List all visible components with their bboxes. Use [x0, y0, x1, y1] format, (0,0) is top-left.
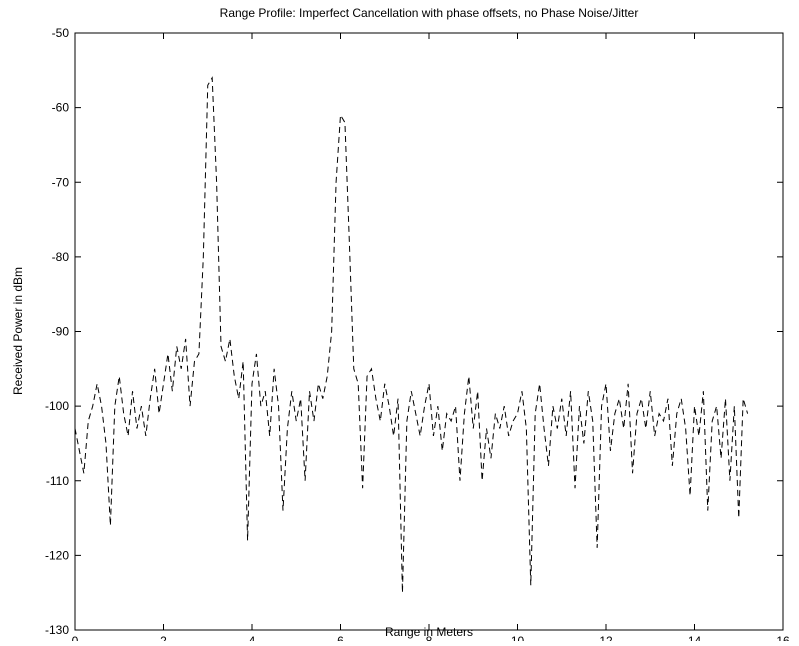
y-tick-label: -130 [45, 623, 69, 637]
y-axis-label: Received Power in dBm [11, 267, 25, 395]
x-tick-label: 14 [688, 634, 702, 641]
y-tick-label: -70 [52, 175, 70, 189]
x-tick-label: 16 [776, 634, 790, 641]
chart-title: Range Profile: Imperfect Cancellation wi… [220, 6, 639, 20]
y-tick-label: -120 [45, 548, 69, 562]
x-tick-label: 12 [599, 634, 613, 641]
x-tick-label: 6 [337, 634, 344, 641]
y-tick-label: -60 [52, 101, 70, 115]
x-tick-label: 8 [426, 634, 433, 641]
y-tick-label: -90 [52, 325, 70, 339]
x-tick-label: 2 [160, 634, 167, 641]
y-tick-label: -80 [52, 250, 70, 264]
data-line [74, 76, 749, 593]
x-axis-label: Range in Meters [385, 625, 473, 639]
y-tick-label: -110 [46, 474, 69, 488]
x-tick-label: 10 [511, 634, 525, 641]
y-tick-label: -50 [52, 26, 70, 40]
y-tick-label: -100 [45, 399, 69, 413]
x-tick-label: 4 [249, 634, 256, 641]
x-tick-label: 0 [72, 634, 79, 641]
